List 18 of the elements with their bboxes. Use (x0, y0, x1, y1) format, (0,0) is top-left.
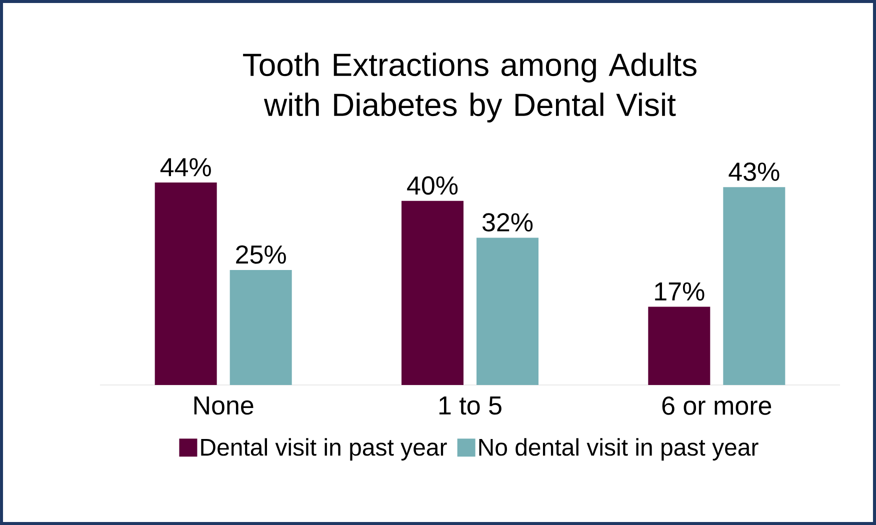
data-label: 40% (407, 176, 458, 195)
data-label: 32% (482, 213, 533, 232)
x-tick-label: None (194, 396, 254, 415)
bar (476, 238, 538, 385)
data-label: 17% (655, 282, 704, 301)
data-label: 43% (728, 162, 780, 181)
bar (723, 187, 786, 385)
chart-title: Tooth Extractions among Adults with Diabetes by Dental Visit (243, 52, 696, 122)
legend-label: Dental visit in past year (201, 438, 447, 461)
bar (402, 200, 464, 385)
bar (154, 182, 217, 385)
bar (230, 270, 292, 385)
x-tick-label: 1 to 5 (439, 396, 502, 415)
legend-label: No dental visit in past year (479, 438, 758, 461)
x-tick-label: 6 or more (662, 396, 772, 415)
bar (648, 306, 710, 385)
data-label: 44% (160, 158, 211, 176)
data-label: 25% (236, 245, 286, 264)
